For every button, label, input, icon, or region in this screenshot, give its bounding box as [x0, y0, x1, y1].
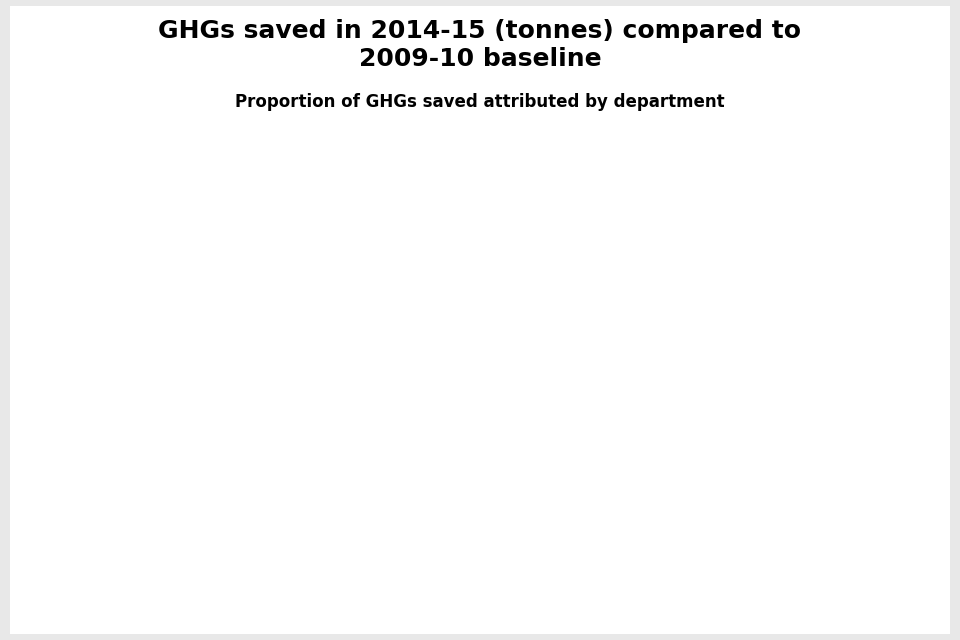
Wedge shape [103, 300, 298, 372]
Text: 12%: 12% [318, 485, 354, 500]
Wedge shape [276, 352, 415, 547]
Text: 11%: 11% [213, 474, 250, 490]
Wedge shape [153, 352, 298, 545]
Text: 40%: 40% [418, 298, 454, 313]
Text: Proportion of GHGs saved attributed by department: Proportion of GHGs saved attributed by d… [235, 93, 725, 111]
Text: 6%: 6% [139, 333, 165, 348]
Text: GHGs saved in 2014-15 (tonnes) compared to
2009-10 baseline: GHGs saved in 2014-15 (tonnes) compared … [158, 19, 802, 71]
Wedge shape [104, 352, 298, 482]
Wedge shape [298, 157, 492, 508]
Wedge shape [110, 244, 298, 352]
Text: 5%: 5% [152, 284, 178, 299]
Text: 10%: 10% [146, 404, 182, 419]
Wedge shape [135, 157, 298, 352]
Legend: MOD - 266,018 tonnes, DWP - 80,620 tonnes, MOJ - 77,798 tonnes, HMRC - 66,765 to: MOD - 266,018 tonnes, DWP - 80,620 tonne… [573, 256, 832, 448]
Text: 16%: 16% [210, 216, 247, 231]
